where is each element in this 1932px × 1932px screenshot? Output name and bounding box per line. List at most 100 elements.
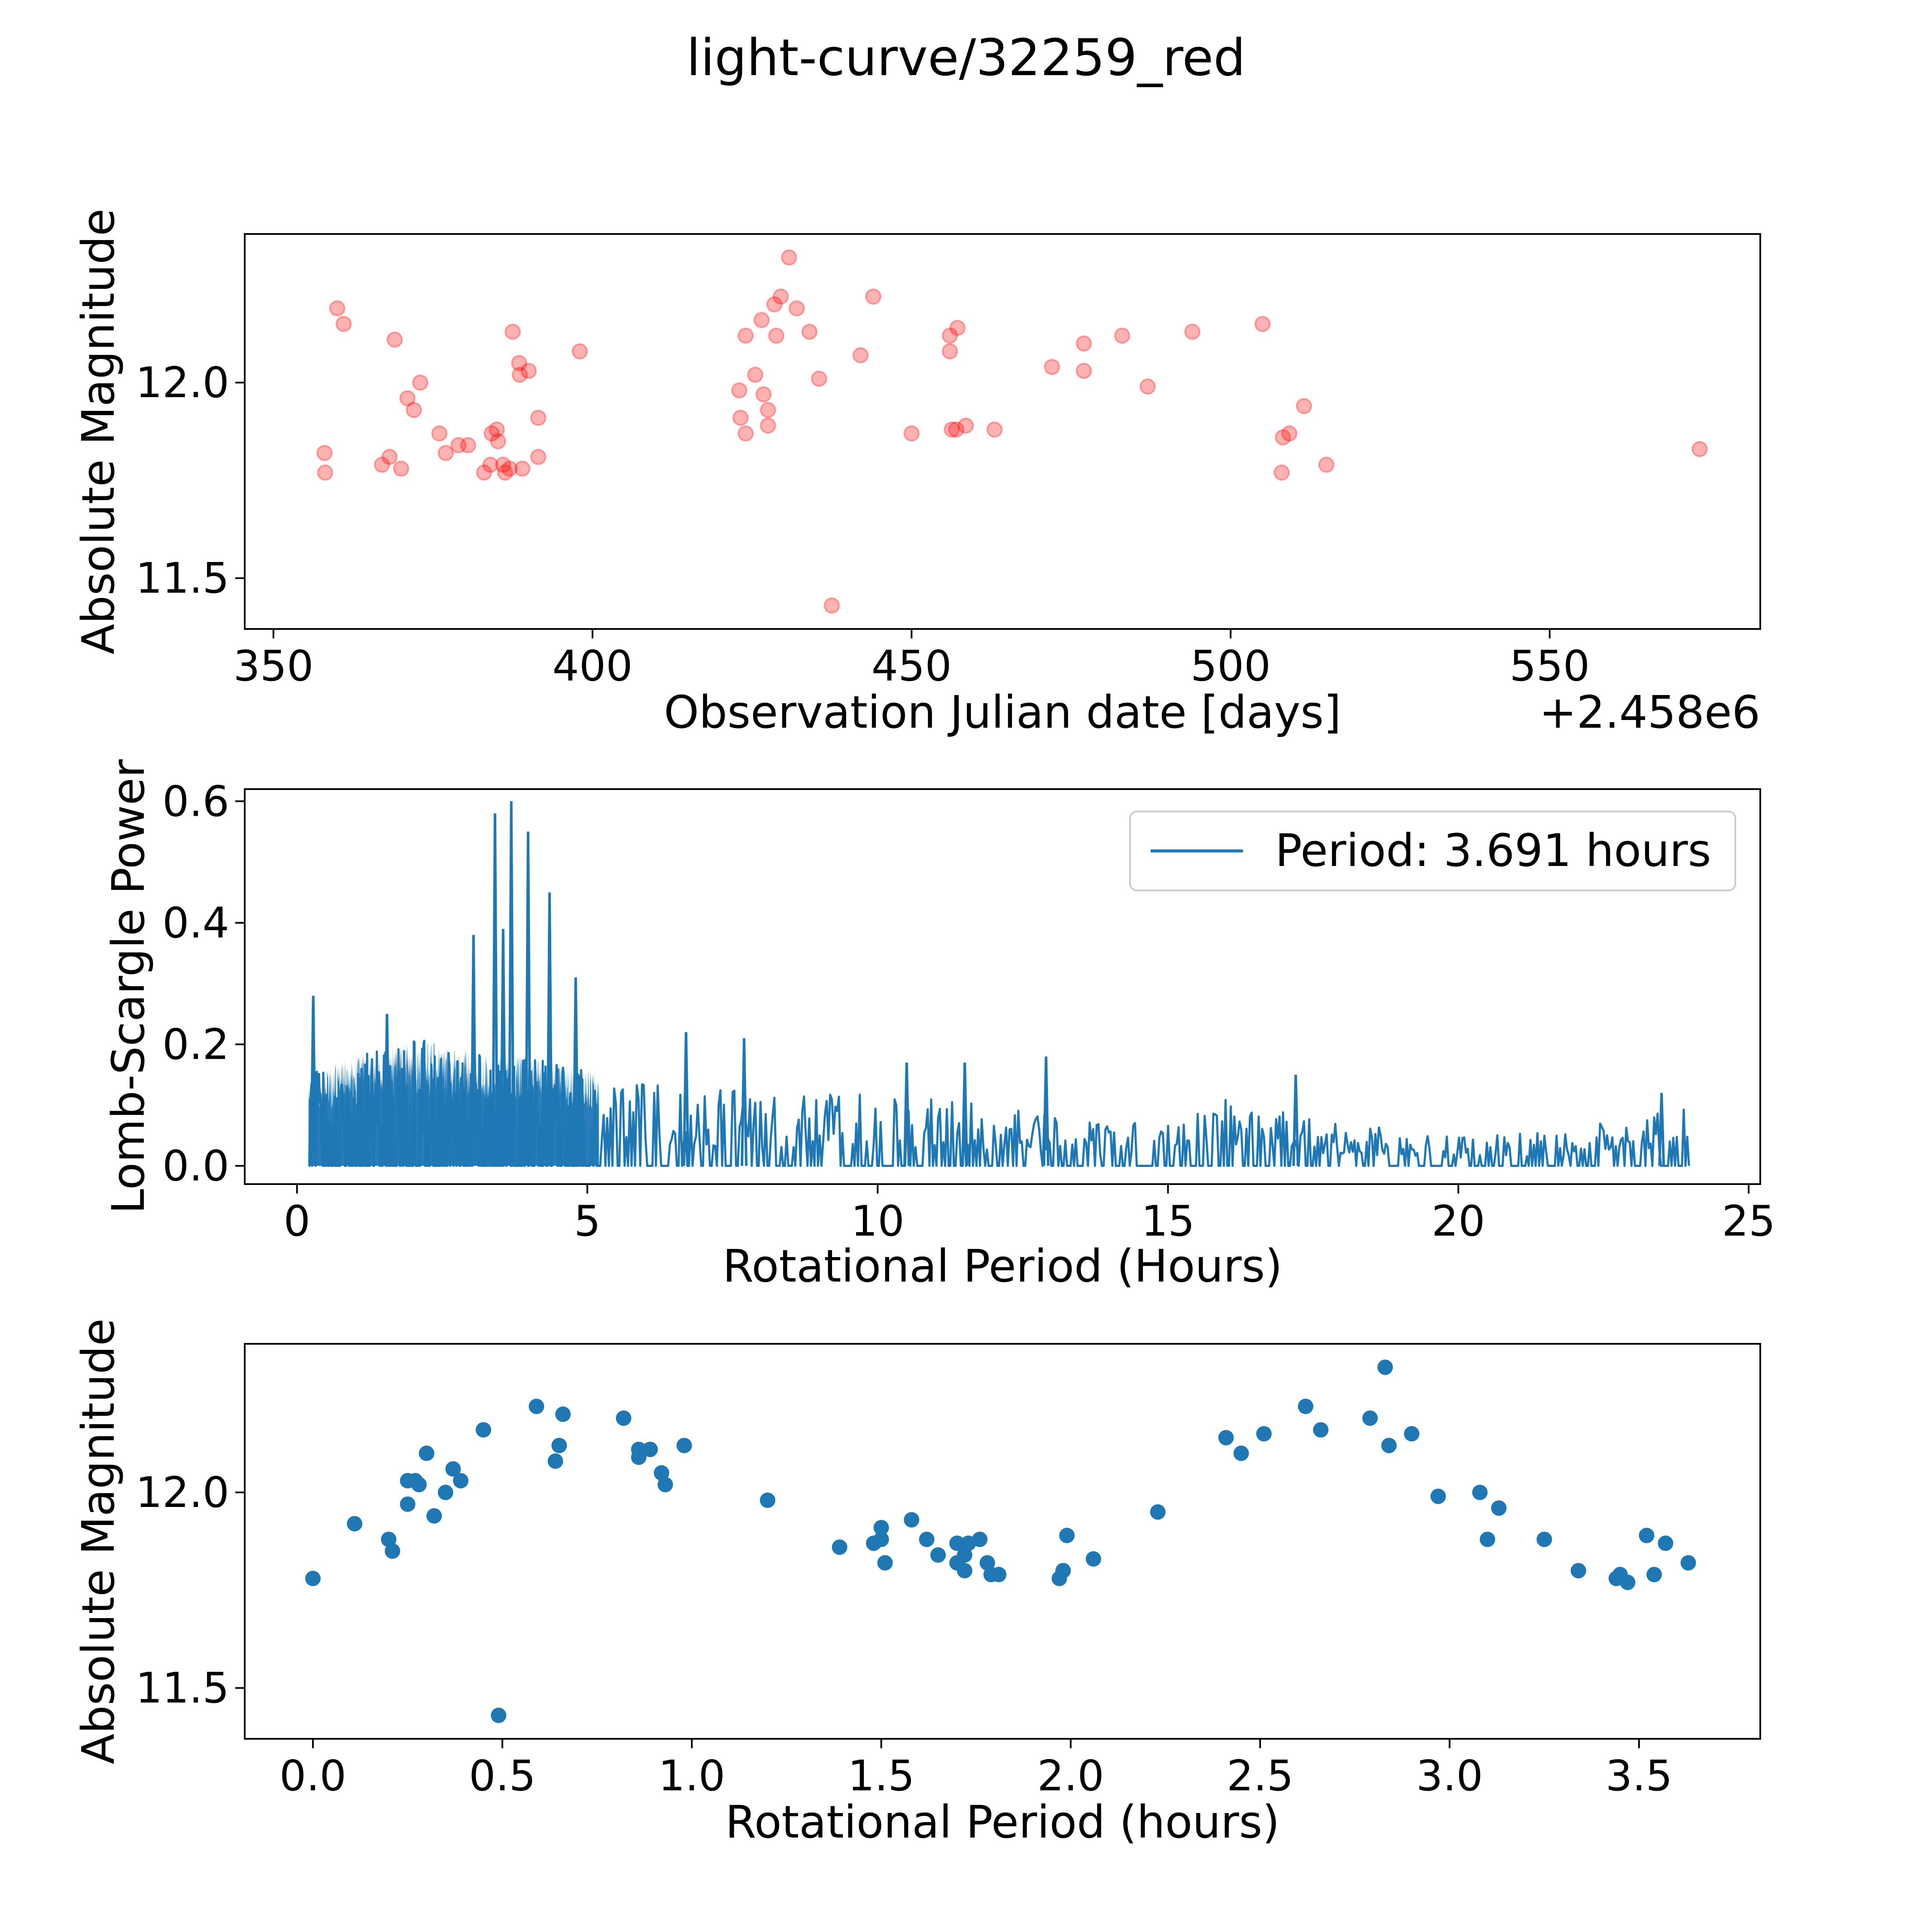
- folded-point: [957, 1547, 972, 1563]
- folded-point: [832, 1539, 848, 1555]
- observation-point: [511, 355, 528, 371]
- y-tick-label: 0.2: [162, 1020, 229, 1069]
- observation-point: [431, 425, 448, 442]
- periodogram-peak: [572, 977, 579, 1166]
- folded-point: [1298, 1398, 1313, 1414]
- folded-point: [453, 1473, 469, 1488]
- x-tick-label: 350: [233, 642, 313, 691]
- observation-point: [948, 421, 965, 438]
- folded-point: [475, 1422, 491, 1438]
- x-tick-label: 3.5: [1606, 1752, 1673, 1801]
- legend-box: [1129, 811, 1736, 891]
- observation-point: [497, 464, 513, 481]
- folded-point: [1256, 1426, 1272, 1442]
- observation-point: [483, 425, 500, 442]
- folded-x-label: Rotational Period (hours): [725, 1796, 1280, 1848]
- folded-point: [1085, 1551, 1101, 1567]
- x-tick-label: 550: [1510, 642, 1590, 691]
- observation-point: [811, 371, 827, 387]
- folded-point: [1620, 1574, 1636, 1590]
- observation-point: [335, 316, 352, 332]
- folded-point: [642, 1441, 658, 1457]
- folded-point: [930, 1547, 946, 1563]
- periodogram-x-ticks: 0 5 10 15 20 25: [284, 1184, 1776, 1246]
- observation-point: [949, 319, 966, 336]
- periodogram-peak: [903, 1062, 910, 1166]
- x-tick-label: 450: [872, 642, 952, 691]
- observation-point: [781, 249, 797, 266]
- x-tick-label: 400: [553, 642, 633, 691]
- x-tick-label: 3.0: [1416, 1752, 1483, 1801]
- observation-point: [393, 460, 410, 477]
- x-tick-label: 2.5: [1227, 1752, 1294, 1801]
- observation-point: [1275, 429, 1291, 446]
- observation-point: [903, 425, 920, 442]
- periodogram-series-line: [308, 801, 1690, 1167]
- observation-point: [1075, 362, 1092, 379]
- observation-point: [1184, 323, 1201, 340]
- folded-point: [676, 1437, 692, 1453]
- x-tick-label: 15: [1141, 1197, 1195, 1246]
- x-tick-label: 1.5: [848, 1752, 915, 1801]
- observation-point: [732, 410, 749, 426]
- observation-point: [386, 331, 403, 348]
- observation-point: [1139, 378, 1156, 395]
- periodogram-y-ticks: 0.0 0.2 0.4 0.6: [162, 777, 245, 1191]
- y-tick-label: 11.5: [136, 554, 229, 603]
- folded-point: [419, 1446, 434, 1461]
- periodogram-peak: [682, 1032, 690, 1166]
- observation-point: [405, 401, 422, 418]
- observation-point: [514, 460, 531, 477]
- observation-point: [865, 288, 882, 305]
- observation-point: [753, 312, 770, 328]
- folded-point: [949, 1535, 965, 1551]
- x-tick-label: 5: [574, 1197, 601, 1246]
- x-tick-label: 25: [1722, 1197, 1776, 1246]
- periodogram-peak: [1042, 1056, 1050, 1166]
- folded-point: [979, 1555, 995, 1571]
- folded-y-ticks: 11.5 12.0: [136, 1468, 245, 1713]
- folded-point: [631, 1449, 647, 1465]
- folded-point: [616, 1410, 632, 1426]
- observation-point: [737, 425, 754, 442]
- x-tick-label: 2.0: [1037, 1752, 1104, 1801]
- observation-point: [495, 456, 511, 473]
- folded-point: [1381, 1437, 1397, 1453]
- observation-point: [788, 300, 805, 317]
- folded-axes-frame: [244, 1343, 1761, 1740]
- observation-point: [329, 300, 346, 317]
- folded-point: [1491, 1500, 1507, 1516]
- observation-point: [1318, 456, 1335, 473]
- periodogram-peak: [383, 1014, 391, 1166]
- folded-x-ticks: 0.0 0.5 1.0 1.5 2.0 2.5 3.0 3.5: [279, 1739, 1673, 1801]
- periodogram-x-label: Rotational Period (Hours): [723, 1240, 1282, 1292]
- periodogram-line: [308, 1039, 1690, 1167]
- x-tick-label: 10: [851, 1197, 905, 1246]
- observations-y-ticks: 11.5 12.0: [136, 358, 245, 603]
- folded-point: [1377, 1359, 1393, 1375]
- folded-point: [957, 1563, 972, 1579]
- folded-point: [305, 1571, 321, 1586]
- observation-point: [1044, 358, 1060, 375]
- folded-point: [1055, 1563, 1071, 1579]
- observation-point: [852, 347, 869, 364]
- observation-point: [399, 390, 416, 407]
- observations-offset-label: +2.458e6: [1539, 686, 1760, 738]
- panel-observations: 350 400 450 500 550 11.5 12.0 Observation Jul…: [72, 209, 1761, 738]
- observation-point: [755, 386, 772, 403]
- legend-label: Period: 3.691 hours: [1275, 824, 1711, 877]
- observation-point: [530, 410, 547, 426]
- observation-point: [374, 456, 390, 473]
- folded-y-label: Absolute Magnitude: [72, 1318, 125, 1765]
- observation-point: [986, 421, 1003, 438]
- periodogram-peak: [1658, 1093, 1665, 1166]
- observation-point: [1075, 335, 1092, 352]
- y-tick-label: 0.6: [162, 777, 229, 826]
- folded-point: [1658, 1535, 1674, 1551]
- observation-point: [1273, 464, 1290, 481]
- observation-point: [1691, 440, 1708, 457]
- periodogram-peak: [546, 892, 553, 1166]
- figure-title: light-curve/32259_red: [687, 28, 1245, 87]
- observation-point: [957, 417, 974, 434]
- observation-point: [759, 401, 776, 418]
